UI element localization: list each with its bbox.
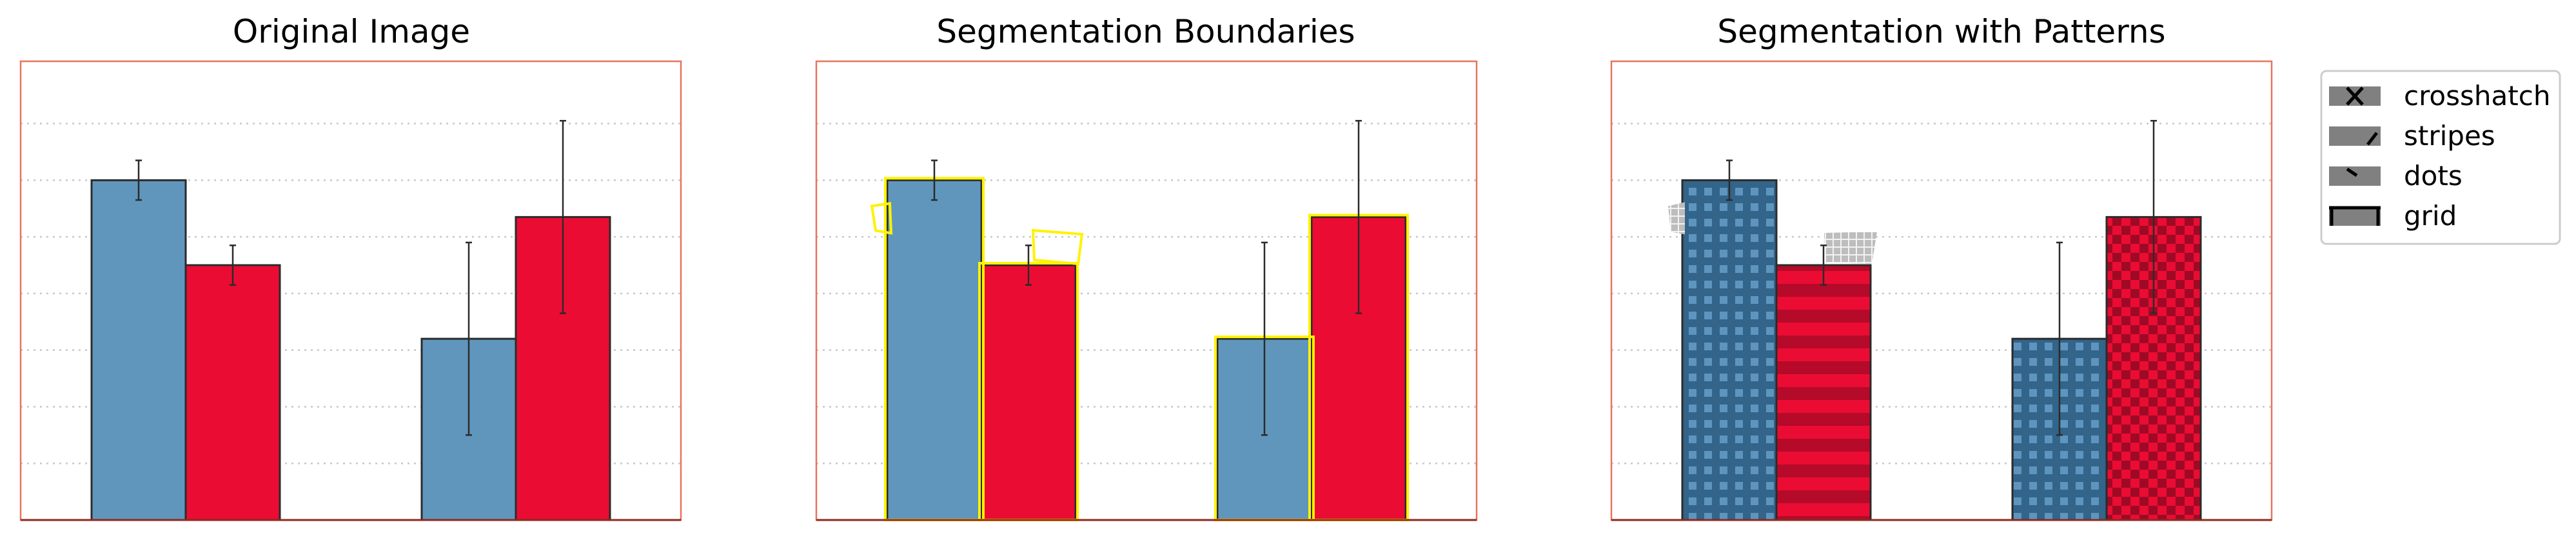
panel-boundaries: Segmentation Boundaries bbox=[815, 13, 1478, 522]
pattern-patch bbox=[1668, 202, 1685, 235]
dots-icon bbox=[2329, 166, 2381, 186]
legend-item-dots: dots bbox=[2329, 160, 2463, 192]
legend-item-crosshatch: crosshatch bbox=[2329, 80, 2550, 112]
crosshatch-icon bbox=[2329, 86, 2381, 106]
legend-label: dots bbox=[2404, 160, 2463, 192]
panel-title: Original Image bbox=[233, 13, 470, 50]
legend-label: stripes bbox=[2404, 120, 2495, 152]
legend-frame bbox=[2320, 70, 2561, 245]
bar-series2-group1 bbox=[1775, 264, 1872, 521]
bar-series1-group1 bbox=[1681, 179, 1778, 521]
bar-series2-group1 bbox=[980, 264, 1077, 521]
legend: crosshatch stripes dots grid bbox=[2320, 70, 2561, 245]
panel-title: Segmentation with Patterns bbox=[1717, 13, 2165, 50]
legend-item-stripes: stripes bbox=[2329, 120, 2495, 152]
legend-item-grid: grid bbox=[2329, 200, 2457, 232]
grid-icon bbox=[2329, 206, 2381, 226]
legend-label: grid bbox=[2404, 200, 2457, 232]
panel-patterns: Segmentation with Patterns bbox=[1610, 13, 2273, 521]
legend-label: crosshatch bbox=[2404, 80, 2550, 112]
segmentation-boundary bbox=[1031, 228, 1084, 266]
bar-series1-group1 bbox=[90, 179, 187, 521]
bar-series1-group1 bbox=[886, 179, 983, 521]
panel-original: Original Image bbox=[19, 13, 682, 521]
segmentation-boundary bbox=[870, 202, 893, 235]
pattern-patch bbox=[1824, 232, 1877, 264]
bar-series2-group1 bbox=[184, 264, 281, 521]
panel-title: Segmentation Boundaries bbox=[936, 13, 1355, 50]
stripes-icon bbox=[2329, 126, 2381, 146]
